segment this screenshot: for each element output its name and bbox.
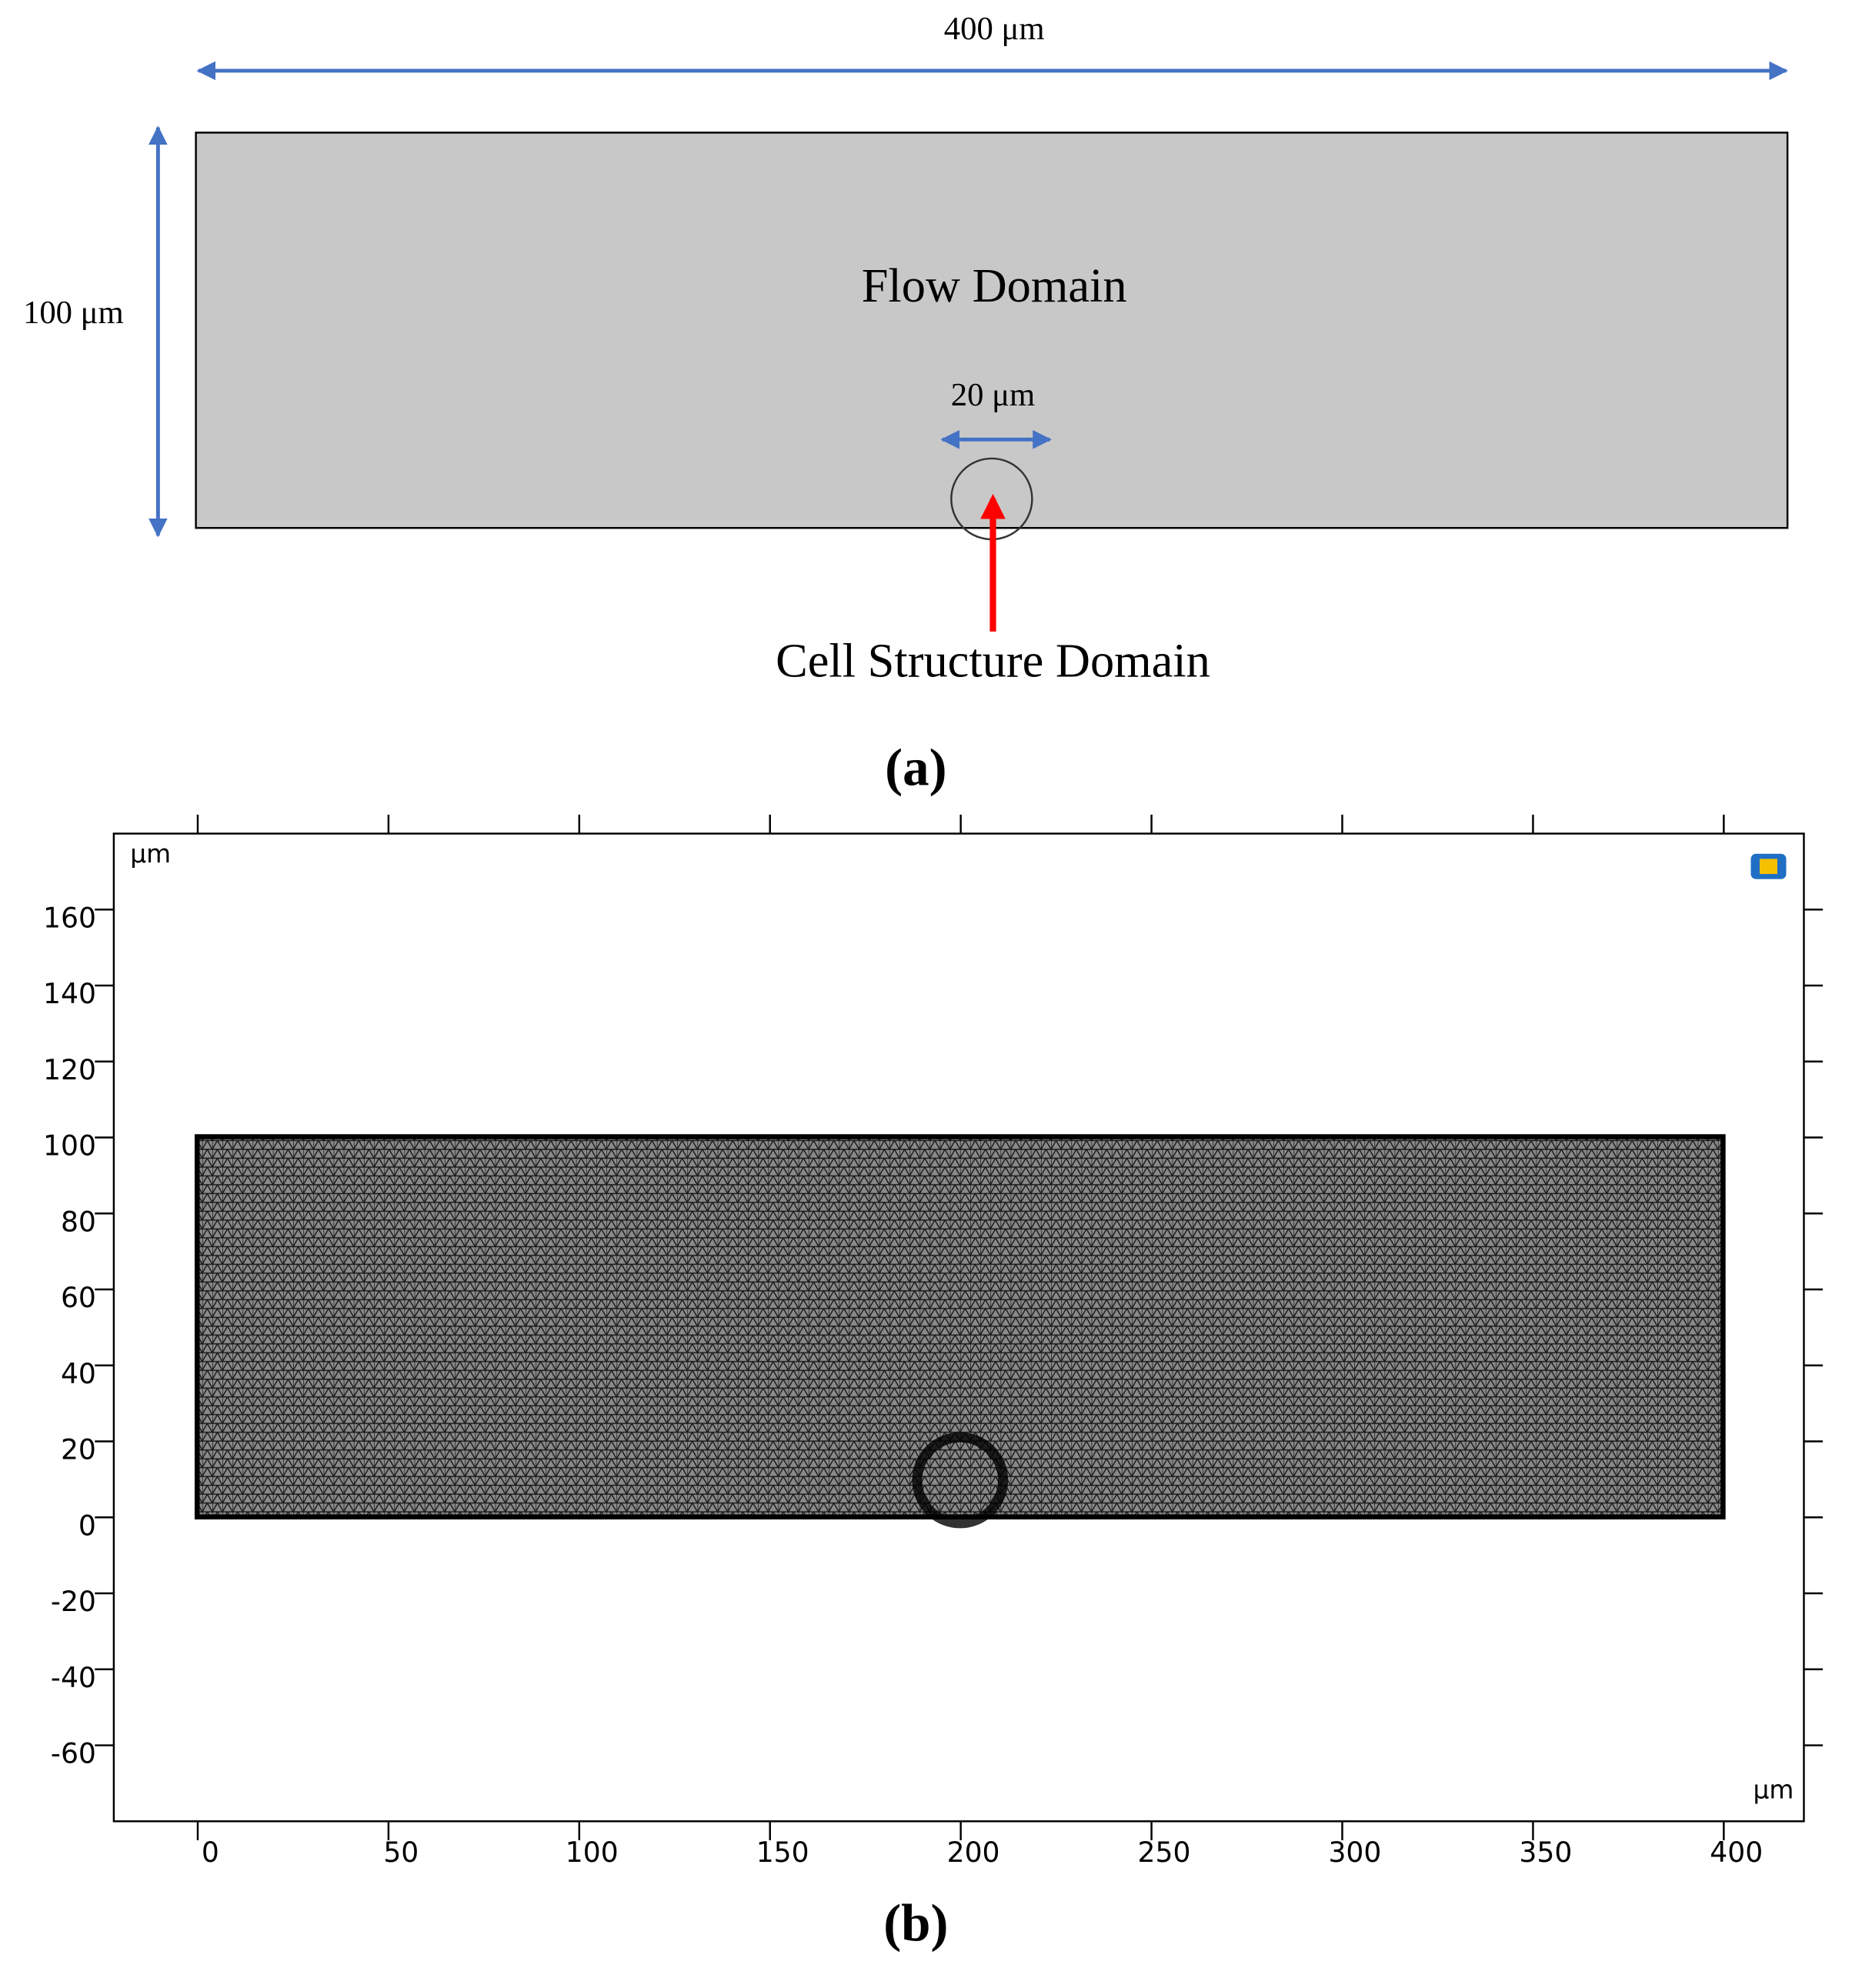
height-label: 100 μm — [23, 295, 124, 331]
y-tick-label: 20 — [61, 1433, 96, 1466]
caption-a: (a) — [885, 739, 946, 797]
cell-label: Cell Structure Domain — [776, 634, 1210, 687]
x-tick-label: 400 — [1710, 1836, 1763, 1869]
panel-a: 400 μm 100 μm Flow Domain 20 μm Cell Str… — [23, 11, 1789, 797]
x-tick-label: 0 — [202, 1836, 219, 1869]
width-label: 400 μm — [944, 11, 1045, 47]
y-tick-label: 140 — [43, 977, 96, 1010]
y-tick-label: 80 — [61, 1205, 96, 1238]
y-tick-label: 100 — [43, 1129, 96, 1162]
x-tick-label: 150 — [756, 1836, 809, 1869]
mesh-domain — [194, 1134, 1726, 1519]
y-tick-label: -40 — [51, 1661, 96, 1694]
x-tick-label: 250 — [1138, 1836, 1191, 1869]
flow-label: Flow Domain — [862, 259, 1127, 312]
x-tick-label: 350 — [1519, 1836, 1572, 1869]
mesh-cell — [912, 1432, 1009, 1529]
x-tick-label: 100 — [566, 1836, 619, 1869]
x-unit: μm — [1753, 1775, 1794, 1804]
caption-b: (b) — [883, 1894, 948, 1953]
y-tick-label: -20 — [51, 1585, 96, 1618]
x-tick-label: 50 — [383, 1836, 419, 1869]
y-tick-label: 40 — [61, 1357, 96, 1390]
y-tick-label: -60 — [51, 1737, 96, 1770]
y-tick-label: 120 — [43, 1053, 96, 1086]
y-unit: μm — [130, 839, 171, 869]
panel-b: μm μm (b) 0 50 100 150 200 250 300 350 400-60-40… — [43, 814, 1824, 1953]
x-tick-label: 200 — [947, 1836, 1000, 1869]
flow-domain — [195, 132, 1789, 529]
y-tick-label: 60 — [61, 1281, 96, 1314]
y-tick-label: 160 — [43, 901, 96, 934]
y-tick-label: 0 — [78, 1509, 96, 1542]
logo — [1750, 853, 1787, 879]
x-tick-label: 300 — [1328, 1836, 1381, 1869]
cell-width-label: 20 μm — [951, 377, 1035, 413]
